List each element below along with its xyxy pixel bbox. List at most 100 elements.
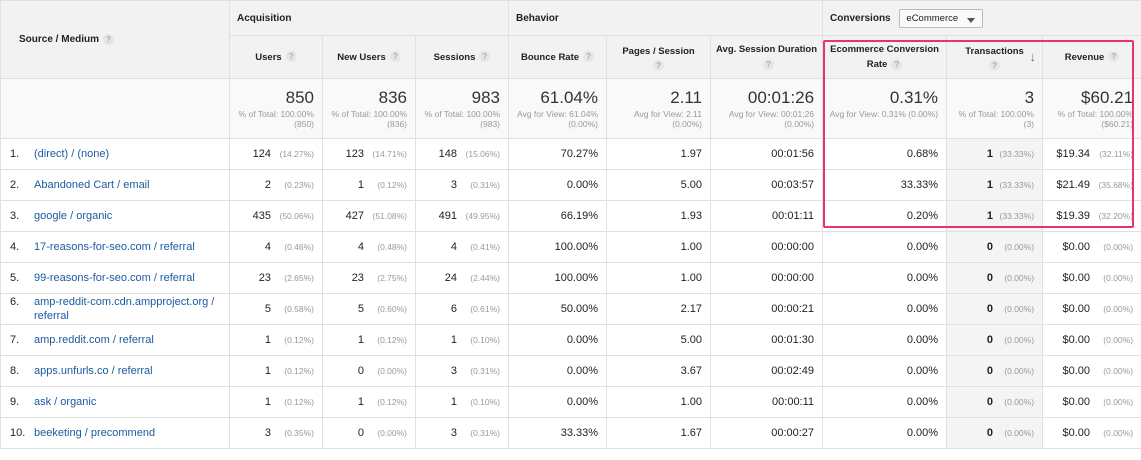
avg-duration-cell: 00:00:00 [710,231,824,263]
source-link[interactable]: ask / organic [34,396,97,408]
bounce-rate-cell: 100.00% [508,262,608,294]
pages-session-cell: 1.97 [606,138,712,170]
sessions-cell: 1 (0.10%) [414,386,510,418]
report-table: Source / Medium? Acquisition Behavior Co… [0,0,1141,449]
total-bounce-rate: 61.04% Avg for View: 61.04% (0.00%) [508,78,608,139]
revenue-cell: $0.00 (0.00%) [1042,293,1141,325]
ecom-rate-cell: 0.00% [822,386,948,418]
source-link[interactable]: google / organic [34,210,113,222]
source-link[interactable]: amp.reddit.com / referral [34,334,154,346]
new-users-cell: 5 (0.60%) [322,293,416,325]
ecom-rate-cell: 0.00% [822,262,948,294]
col-transactions[interactable]: Transactions? ↓ [946,35,1044,79]
transactions-cell: 0 (0.00%) [946,262,1044,294]
table-row: 3. google / organic 435 (50.06%) 427 (51.… [0,200,1141,232]
source-link[interactable]: (direct) / (none) [34,148,110,160]
table-row: 2. Abandoned Cart / email 2 (0.23%) 1 (0.… [0,169,1141,201]
col-pages-session[interactable]: Pages / Session? [606,35,712,79]
avg-duration-cell: 00:01:11 [710,200,824,232]
ecom-rate-cell: 33.33% [822,169,948,201]
new-users-cell: 1 (0.12%) [322,169,416,201]
sessions-cell: 6 (0.61%) [414,293,510,325]
new-users-cell: 123 (14.71%) [322,138,416,170]
help-icon[interactable]: ? [1108,51,1120,63]
row-index: 5. [10,272,20,284]
help-icon[interactable]: ? [763,58,775,70]
group-behavior: Behavior [508,0,824,36]
source-cell: 9. ask / organic [0,386,230,418]
source-medium-header[interactable]: Source / Medium? [0,0,230,79]
col-new-users[interactable]: New Users? [322,35,416,79]
col-revenue[interactable]: Revenue? [1042,35,1141,79]
pages-session-cell: 1.00 [606,262,712,294]
revenue-cell: $0.00 (0.00%) [1042,231,1141,263]
col-users[interactable]: Users? [229,35,323,79]
bounce-rate-cell: 100.00% [508,231,608,263]
help-icon[interactable]: ? [653,59,665,71]
transactions-cell: 1 (33.33%) [946,200,1044,232]
new-users-cell: 23 (2.75%) [322,262,416,294]
transactions-cell: 0 (0.00%) [946,386,1044,418]
revenue-cell: $0.00 (0.00%) [1042,417,1141,449]
row-index: 7. [10,334,20,346]
sessions-cell: 1 (0.10%) [414,324,510,356]
bounce-rate-cell: 50.00% [508,293,608,325]
source-link[interactable]: amp-reddit-com.cdn.ampproject.org / refe… [34,296,215,322]
users-cell: 23 (2.65%) [229,262,323,294]
total-sessions: 983% of Total: 100.00% (983) [414,78,510,139]
sessions-cell: 491 (49.95%) [414,200,510,232]
bounce-rate-cell: 0.00% [508,386,608,418]
help-icon[interactable]: ? [583,51,595,63]
users-cell: 2 (0.23%) [229,169,323,201]
ecom-rate-cell: 0.68% [822,138,948,170]
avg-duration-cell: 00:00:11 [710,386,824,418]
sessions-cell: 148 (15.06%) [414,138,510,170]
arrow-down-icon[interactable]: ↓ [1029,49,1037,64]
total-new-users: 836% of Total: 100.00% (836) [322,78,416,139]
revenue-cell: $19.34 (32.11%) [1042,138,1141,170]
source-cell: 6. amp-reddit-com.cdn.ampproject.org / re… [0,293,230,325]
avg-duration-cell: 00:03:57 [710,169,824,201]
users-cell: 5 (0.58%) [229,293,323,325]
conversion-type-dropdown[interactable]: eCommerce [899,8,984,28]
help-icon[interactable]: ? [891,58,903,70]
source-cell: 10. beeketing / precommend [0,417,230,449]
row-index: 2. [10,179,20,191]
row-index: 6. [10,296,20,308]
help-icon[interactable]: ? [389,51,401,63]
totals-row: 850% of Total: 100.00% (850) 836% of Tot… [0,78,1141,139]
source-link[interactable]: Abandoned Cart / email [34,179,150,191]
revenue-cell: $21.49 (35.68%) [1042,169,1141,201]
source-cell: 4. 17-reasons-for-seo.com / referral [0,231,230,263]
total-pages-session: 2.11 Avg for View: 2.11 (0.00%) [606,78,712,139]
col-bounce-rate[interactable]: Bounce Rate? [508,35,608,79]
bounce-rate-cell: 70.27% [508,138,608,170]
col-avg-session-duration[interactable]: Avg. Session Duration? [710,35,824,79]
pages-session-cell: 2.17 [606,293,712,325]
table-row: 7. amp.reddit.com / referral 1 (0.12%) 1 … [0,324,1141,356]
help-icon[interactable]: ? [989,59,1001,71]
totals-label [0,78,230,139]
source-link[interactable]: apps.unfurls.co / referral [34,365,153,377]
help-icon[interactable]: ? [285,51,297,63]
transactions-cell: 1 (33.33%) [946,138,1044,170]
col-sessions[interactable]: Sessions? [414,35,510,79]
help-icon[interactable]: ? [103,33,115,45]
source-link[interactable]: 99-reasons-for-seo.com / referral [34,272,195,284]
col-ecommerce-conversion-rate[interactable]: Ecommerce Conversion Rate? [822,35,948,79]
new-users-cell: 1 (0.12%) [322,324,416,356]
avg-duration-cell: 00:01:56 [710,138,824,170]
ecom-rate-cell: 0.00% [822,293,948,325]
sessions-cell: 3 (0.31%) [414,417,510,449]
ecom-rate-cell: 0.00% [822,355,948,387]
table-row: 10. beeketing / precommend 3 (0.35%) 0 (0… [0,417,1141,449]
row-index: 10. [10,427,26,439]
new-users-cell: 4 (0.48%) [322,231,416,263]
help-icon[interactable]: ? [479,51,491,63]
users-cell: 435 (50.06%) [229,200,323,232]
revenue-cell: $19.39 (32.20%) [1042,200,1141,232]
table-row: 9. ask / organic 1 (0.12%) 1 (0.12%) 1 (0… [0,386,1141,418]
source-link[interactable]: beeketing / precommend [34,427,156,439]
source-cell: 8. apps.unfurls.co / referral [0,355,230,387]
source-link[interactable]: 17-reasons-for-seo.com / referral [34,241,195,253]
